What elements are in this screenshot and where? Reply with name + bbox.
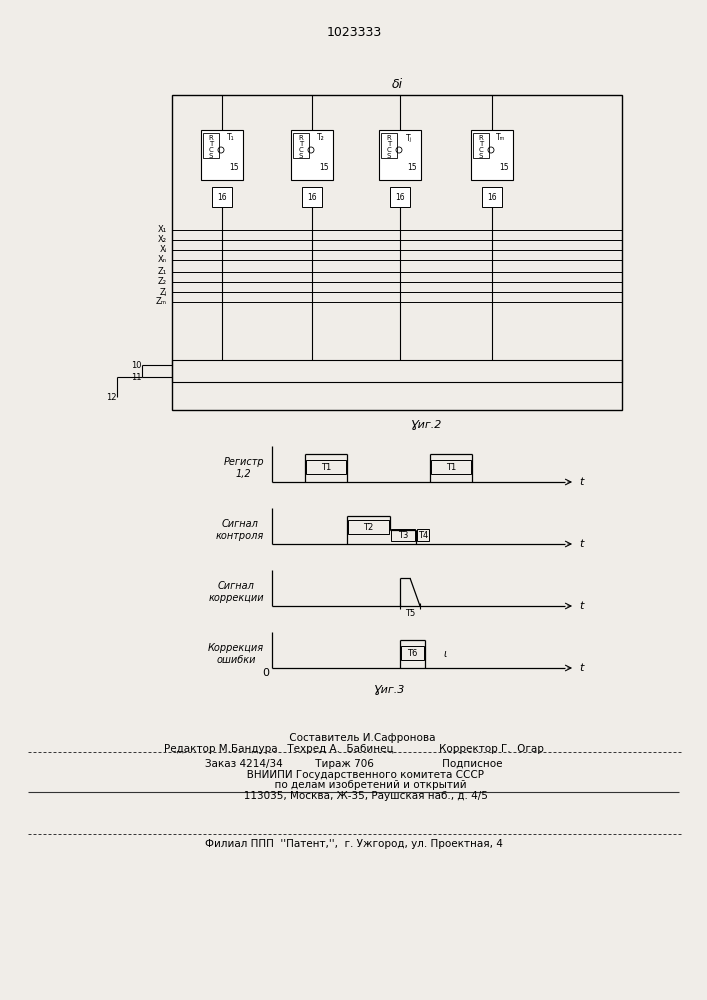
Text: 0: 0	[262, 668, 269, 678]
Text: C: C	[298, 147, 303, 153]
Text: T₁: T₁	[227, 133, 235, 142]
Text: S: S	[299, 153, 303, 159]
Text: Регистр
1,2: Регистр 1,2	[223, 457, 264, 479]
Text: T: T	[387, 141, 391, 147]
Text: 15: 15	[407, 163, 417, 172]
Bar	[302, 187, 322, 207]
Text: C: C	[209, 147, 214, 153]
Bar	[391, 529, 415, 541]
Text: Ɣиг.3: Ɣиг.3	[374, 685, 406, 695]
Text: T2: T2	[363, 522, 373, 532]
Text: 16: 16	[307, 192, 317, 202]
Text: X₁: X₁	[158, 226, 167, 234]
Text: 15: 15	[319, 163, 329, 172]
Text: C: C	[387, 147, 392, 153]
Text: ι: ι	[443, 649, 447, 659]
Text: Tⱼ: Tⱼ	[406, 133, 412, 142]
Text: T: T	[479, 141, 483, 147]
Text: R: R	[298, 135, 303, 141]
Text: T6: T6	[407, 648, 418, 658]
Text: Xₙ: Xₙ	[158, 255, 167, 264]
Text: δi: δi	[392, 79, 402, 92]
Text: S: S	[387, 153, 391, 159]
Text: R: R	[479, 135, 484, 141]
Text: Ɣиг.2: Ɣиг.2	[411, 420, 443, 430]
Bar	[306, 460, 346, 474]
Text: T: T	[209, 141, 213, 147]
Text: 12: 12	[107, 392, 117, 401]
Text: Коррекция
ошибки: Коррекция ошибки	[208, 643, 264, 665]
Bar	[381, 133, 397, 158]
Text: 15: 15	[499, 163, 509, 172]
Text: Сигнал
контроля: Сигнал контроля	[216, 519, 264, 541]
Bar	[172, 360, 622, 382]
Text: Составитель И.Сафронова: Составитель И.Сафронова	[273, 733, 436, 743]
Text: S: S	[479, 153, 483, 159]
Text: C: C	[479, 147, 484, 153]
Text: T1: T1	[321, 462, 331, 472]
Text: t: t	[579, 601, 583, 611]
Text: Zₘ: Zₘ	[156, 298, 167, 306]
Bar	[293, 133, 309, 158]
Text: t: t	[579, 663, 583, 673]
Bar	[201, 130, 243, 180]
Bar	[390, 187, 410, 207]
Text: ВНИИПИ Государственного комитета СССР: ВНИИПИ Государственного комитета СССР	[224, 770, 484, 780]
Text: Редактор М.Бандура   Техред А.  Бабинец              Корректор Г.  Огар: Редактор М.Бандура Техред А. Бабинец Кор…	[164, 744, 544, 754]
Text: 16: 16	[217, 192, 227, 202]
Text: 10: 10	[132, 360, 142, 369]
Bar	[473, 133, 489, 158]
Text: t: t	[579, 477, 583, 487]
Text: Zⱼ: Zⱼ	[160, 288, 167, 296]
Text: Z₂: Z₂	[158, 277, 167, 286]
Text: 16: 16	[487, 192, 497, 202]
Text: Z₁: Z₁	[158, 267, 167, 276]
Text: по делам изобретений и открытий: по делам изобретений и открытий	[242, 780, 467, 790]
Text: Xᵢ: Xᵢ	[160, 245, 167, 254]
Text: R: R	[209, 135, 214, 141]
Bar	[291, 130, 333, 180]
Text: 16: 16	[395, 192, 405, 202]
Text: t: t	[579, 539, 583, 549]
Text: T3: T3	[398, 530, 408, 540]
Text: S: S	[209, 153, 214, 159]
Text: 15: 15	[229, 163, 239, 172]
Bar	[172, 95, 622, 410]
Text: Заказ 4214/34          Тираж 706                     Подписное: Заказ 4214/34 Тираж 706 Подписное	[205, 759, 503, 769]
Bar	[482, 187, 502, 207]
Text: Tₘ: Tₘ	[496, 133, 506, 142]
Text: T4: T4	[418, 530, 428, 540]
Bar	[379, 130, 421, 180]
Text: T5: T5	[405, 608, 415, 617]
Text: Сигнал
коррекции: Сигнал коррекции	[209, 581, 264, 603]
Bar	[212, 187, 232, 207]
Bar	[203, 133, 219, 158]
Text: R: R	[387, 135, 392, 141]
Text: X₂: X₂	[158, 235, 167, 244]
Bar	[417, 529, 429, 541]
Bar	[471, 130, 513, 180]
Text: 11: 11	[132, 372, 142, 381]
Text: T1: T1	[446, 462, 456, 472]
Bar	[348, 520, 389, 534]
Text: T: T	[299, 141, 303, 147]
Text: 113035, Москва, Ж-35, Раушская наб., д. 4/5: 113035, Москва, Ж-35, Раушская наб., д. …	[221, 791, 487, 801]
Text: Филиал ППП  ''Патент,'',  г. Ужгород, ул. Проектная, 4: Филиал ППП ''Патент,'', г. Ужгород, ул. …	[205, 839, 503, 849]
Text: 1023333: 1023333	[327, 25, 382, 38]
Bar	[431, 460, 471, 474]
Text: T₂: T₂	[317, 133, 325, 142]
Bar	[401, 646, 424, 660]
